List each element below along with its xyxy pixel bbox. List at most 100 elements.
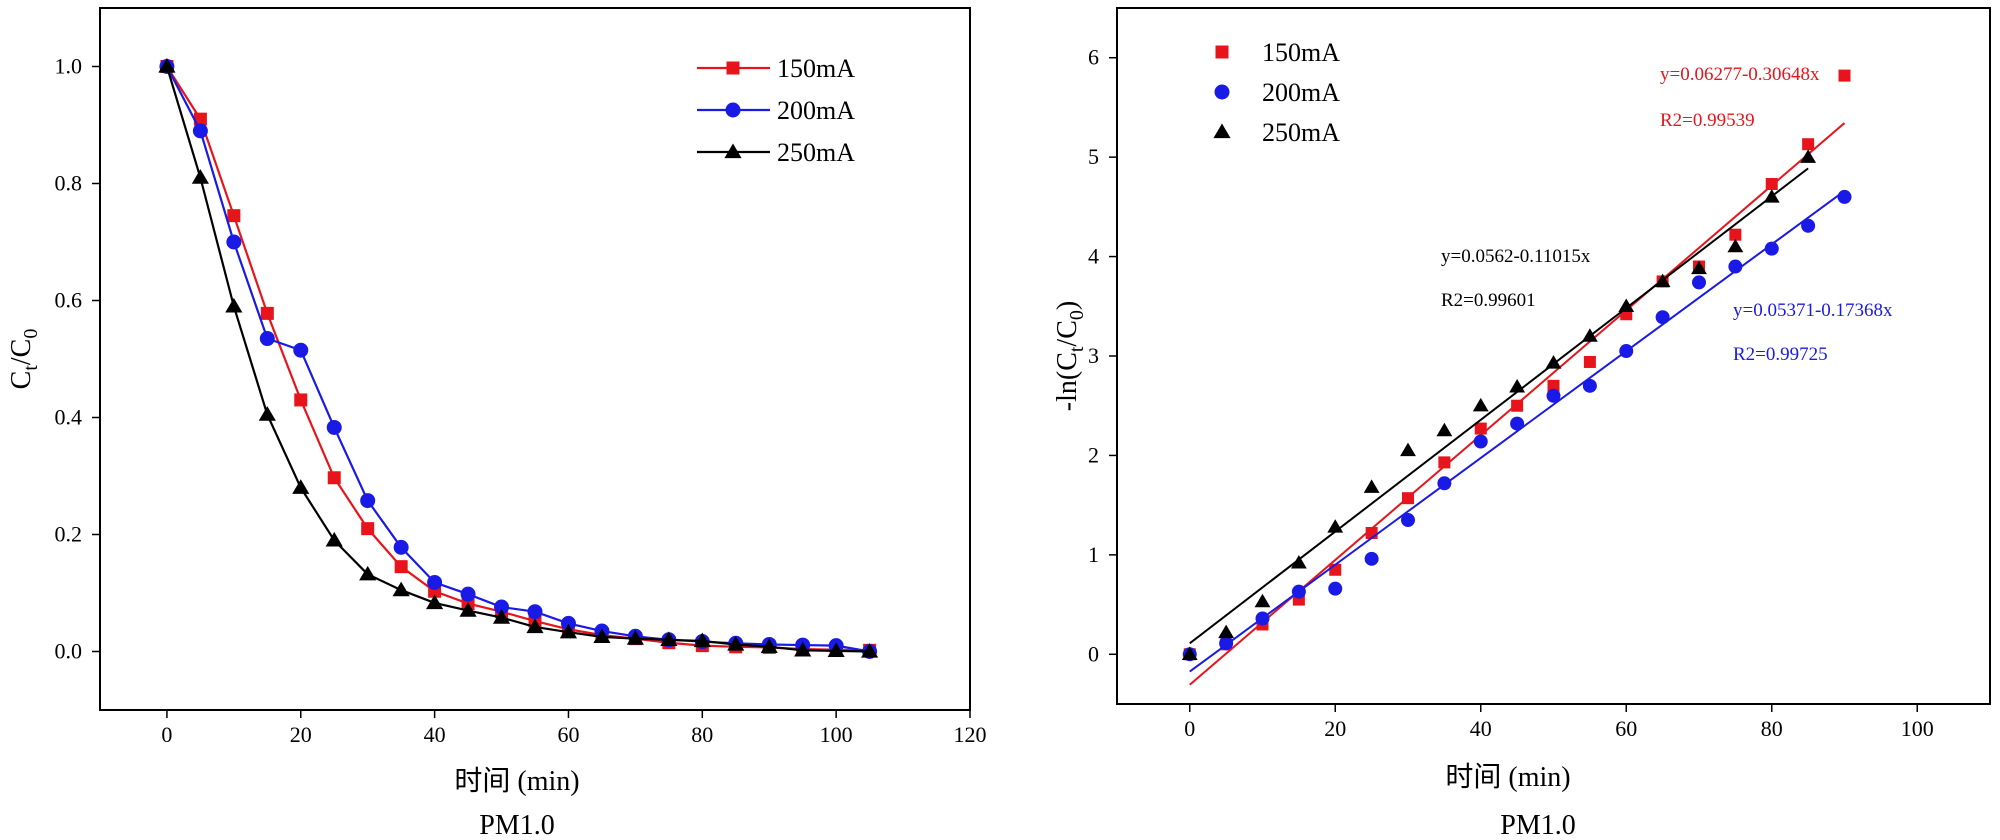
data-point-200mA [1655, 310, 1670, 325]
series-line-250mA [165, 66, 870, 653]
data-point-200mA [259, 331, 275, 347]
fit-equation-250mA: y=0.0562-0.11015x [1441, 246, 1591, 267]
data-point-250mA [1181, 646, 1198, 660]
data-point-250mA [1290, 554, 1307, 569]
data-point-200mA [1582, 378, 1597, 393]
data-point-150mA [1838, 69, 1851, 82]
data-point-250mA [593, 628, 611, 644]
ylabel-main: C [6, 371, 37, 390]
fit-equation-200mA: y=0.05371-0.17368x [1733, 300, 1893, 321]
ylabel-mid: /C [1052, 320, 1083, 346]
data-point-200mA [393, 539, 409, 555]
y-tick-label: 2 [1088, 442, 1099, 467]
chart-caption: PM1.0 [1500, 810, 1575, 840]
legend-label-200mA: 200mA [777, 96, 855, 125]
data-point-200mA [1837, 189, 1852, 204]
y-tick-label: 0.2 [55, 522, 83, 547]
y-tick-label: 5 [1088, 144, 1099, 169]
data-point-200mA [527, 604, 543, 620]
x-tick-label: 80 [691, 722, 713, 747]
data-point-250mA [1545, 355, 1562, 369]
fit-line-250mA [1189, 167, 1809, 645]
fit-r2-200mA: R2=0.99725 [1733, 344, 1828, 365]
data-point-150mA [394, 560, 408, 574]
data-point-250mA [1618, 298, 1635, 312]
data-point-150mA [1729, 228, 1742, 241]
x-tick-label: 100 [820, 722, 853, 747]
data-point-200mA [1692, 275, 1706, 290]
legend-marker-200mA [725, 102, 741, 118]
data-point-250mA [827, 642, 845, 658]
x-tick-label: 100 [1901, 716, 1934, 741]
data-point-150mA [327, 471, 341, 485]
x-axis-label: 时间 (min) [454, 765, 579, 797]
fit-r2-250mA: R2=0.99601 [1441, 290, 1536, 311]
data-point-250mA [258, 406, 276, 421]
data-point-150mA [260, 306, 274, 320]
data-point-150mA [1547, 379, 1560, 392]
fit-r2-150mA: R2=0.99539 [1660, 110, 1755, 131]
data-point-250mA [1400, 442, 1416, 457]
series-200mA [159, 59, 878, 659]
legend-label-250mA: 250mA [777, 138, 855, 167]
data-point-200mA [1546, 388, 1561, 403]
data-point-200mA [1219, 636, 1234, 651]
data-point-200mA [293, 342, 309, 358]
y-tick-label: 1.0 [55, 54, 83, 79]
ylabel-sub-t: t [1066, 346, 1088, 352]
legend-marker-250mA [724, 143, 742, 159]
data-point-250mA [325, 531, 343, 547]
data-point-200mA [427, 574, 443, 590]
data-point-200mA [360, 493, 376, 509]
y-axis-label: Ct/C0 [6, 329, 42, 390]
x-tick-label: 40 [1470, 716, 1492, 741]
data-point-150mA [1765, 177, 1778, 190]
x-tick-label: 20 [290, 722, 312, 747]
data-point-150mA [1802, 138, 1815, 151]
y-tick-label: 0.0 [55, 639, 83, 664]
data-point-250mA [794, 641, 812, 657]
data-point-250mA [191, 169, 209, 184]
data-point-250mA [1218, 624, 1235, 639]
data-point-250mA [1691, 260, 1707, 275]
data-point-200mA [1728, 259, 1743, 274]
x-tick-label: 60 [1615, 716, 1637, 741]
legend-marker-150mA [1215, 45, 1229, 59]
series-line-150mA [165, 65, 870, 652]
legend-marker-200mA [1214, 84, 1230, 100]
data-point-250mA [292, 479, 310, 494]
data-point-250mA [526, 618, 544, 634]
data-point-200mA [192, 123, 208, 139]
data-point-250mA [359, 565, 377, 581]
data-point-150mA [294, 393, 308, 407]
series-line-200mA [165, 65, 870, 653]
data-point-250mA [1254, 593, 1271, 608]
legend-label-250mA: 250mA [1262, 118, 1340, 147]
data-point-200mA [1619, 344, 1634, 359]
y-tick-label: 1 [1088, 542, 1099, 567]
x-tick-label: 20 [1324, 716, 1346, 741]
y-tick-label: 3 [1088, 343, 1099, 368]
data-point-200mA [1255, 611, 1270, 626]
data-point-150mA [1474, 422, 1487, 435]
legend-marker-150mA [726, 61, 740, 75]
data-point-250mA [1363, 479, 1380, 493]
series-150mA [160, 60, 877, 657]
data-point-250mA [1472, 397, 1489, 412]
data-point-150mA [1402, 492, 1414, 505]
data-point-200mA [226, 234, 242, 250]
data-point-250mA [626, 630, 644, 645]
series-250mA [1181, 149, 1817, 660]
ylabel-end: ) [1052, 301, 1083, 310]
chart-caption: PM1.0 [479, 810, 554, 840]
legend-label-200mA: 200mA [1262, 78, 1340, 107]
ylabel-sub-0: 0 [20, 329, 42, 339]
legend-label-150mA: 150mA [777, 54, 855, 83]
data-point-250mA [1654, 273, 1671, 288]
x-tick-label: 0 [1184, 716, 1195, 741]
legend-marker-250mA [1213, 123, 1231, 139]
data-point-250mA [727, 636, 745, 651]
data-point-250mA [158, 58, 176, 73]
data-point-200mA [1510, 416, 1525, 431]
